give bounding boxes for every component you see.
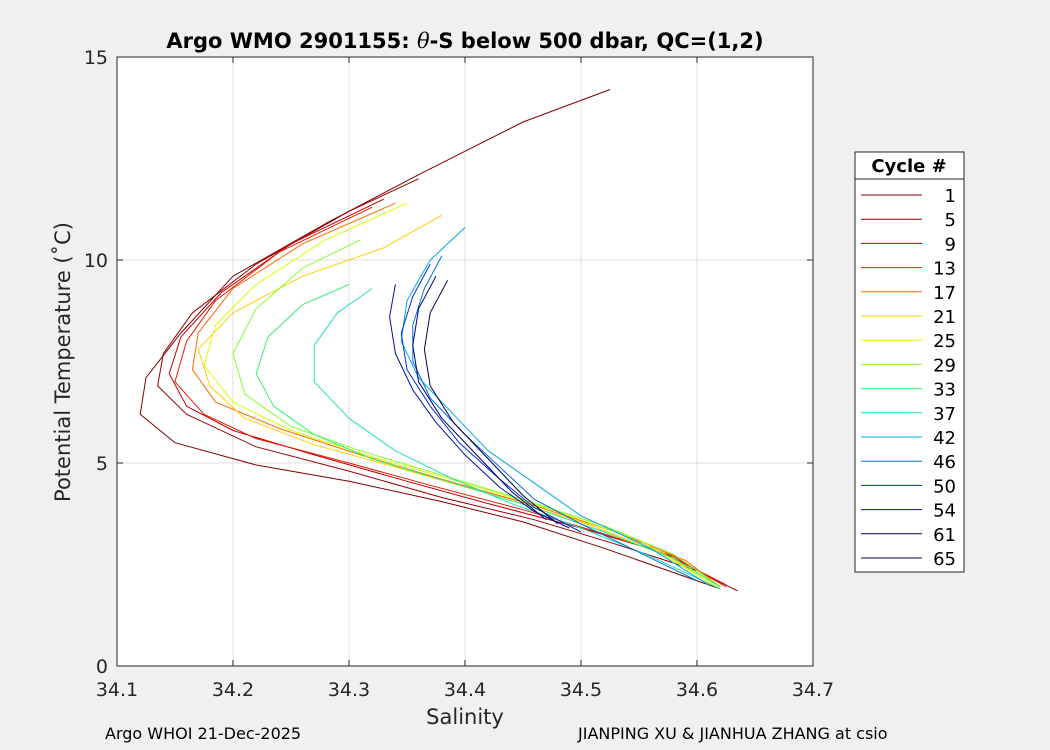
legend-label-cycle-25: 25 bbox=[933, 331, 956, 352]
legend-label-cycle-21: 21 bbox=[933, 307, 956, 328]
legend-label-cycle-50: 50 bbox=[933, 476, 956, 497]
grid bbox=[117, 57, 813, 666]
x-tick-label: 34.7 bbox=[792, 679, 834, 701]
chart-title: Argo WMO 2901155: θ-S below 500 dbar, QC… bbox=[166, 29, 763, 53]
legend-label-cycle-13: 13 bbox=[933, 259, 956, 280]
legend-label-cycle-54: 54 bbox=[933, 501, 956, 522]
legend-label-cycle-17: 17 bbox=[933, 283, 956, 304]
series-line-cycle-33 bbox=[255, 283, 721, 588]
legend-label-cycle-29: 29 bbox=[933, 355, 956, 376]
title-theta: θ bbox=[417, 29, 430, 53]
legend-label-cycle-5: 5 bbox=[945, 210, 956, 231]
legend-label-cycle-1: 1 bbox=[945, 186, 956, 207]
series-line-cycle-1 bbox=[139, 89, 721, 590]
legend-label-cycle-37: 37 bbox=[933, 404, 956, 425]
legend-label-cycle-65: 65 bbox=[933, 549, 956, 570]
series-line-cycle-13 bbox=[174, 206, 727, 588]
tick-labels: 34.1 34.2 34.3 34.4 34.5 34.6 34.7 0 5 10 15 bbox=[84, 47, 834, 701]
x-tick-label: 34.5 bbox=[560, 679, 602, 701]
legend: Cycle # 1 5 9 13 17 21 25 29 33 37 42 46 50 54 61 65 bbox=[854, 151, 965, 573]
legend-label-cycle-9: 9 bbox=[945, 234, 956, 255]
series-line-cycle-25 bbox=[203, 202, 721, 590]
series-line-cycle-5 bbox=[157, 178, 738, 592]
footer-left-text: Argo WHOI 21-Dec-2025 bbox=[105, 724, 302, 743]
legend-title: Cycle # bbox=[871, 156, 946, 177]
x-tick-label: 34.3 bbox=[328, 679, 370, 701]
y-tick-label: 10 bbox=[84, 250, 108, 272]
y-tick-label: 5 bbox=[96, 453, 108, 475]
legend-label-cycle-61: 61 bbox=[933, 525, 956, 546]
title-suffix: -S below 500 dbar, QC=(1,2) bbox=[430, 29, 764, 53]
legend-label-cycle-46: 46 bbox=[933, 452, 956, 473]
y-tick-label: 0 bbox=[96, 656, 108, 678]
y-tick-label: 15 bbox=[84, 47, 108, 69]
x-axis-label: Salinity bbox=[426, 705, 504, 729]
series-line-cycle-54 bbox=[389, 284, 570, 529]
series-line-cycle-65 bbox=[423, 280, 559, 525]
x-tick-label: 34.2 bbox=[212, 679, 254, 701]
x-tick-label: 34.4 bbox=[444, 679, 486, 701]
series-line-cycle-42 bbox=[400, 227, 709, 586]
series-line-cycle-21 bbox=[197, 214, 721, 590]
footer-right-text: JIANPING XU & JIANHUA ZHANG at csio bbox=[578, 724, 888, 743]
series-line-cycle-37 bbox=[313, 287, 721, 590]
legend-box bbox=[854, 151, 965, 573]
series-line-cycle-61 bbox=[412, 275, 547, 521]
series-line-cycle-50 bbox=[400, 263, 582, 533]
legend-label-cycle-42: 42 bbox=[933, 428, 956, 449]
x-tick-label: 34.6 bbox=[676, 679, 718, 701]
title-prefix: Argo WMO 2901155: bbox=[166, 29, 417, 53]
series-line-cycle-29 bbox=[232, 239, 721, 588]
series-group bbox=[139, 89, 738, 592]
legend-label-cycle-33: 33 bbox=[933, 380, 956, 401]
x-tick-label: 34.1 bbox=[96, 679, 138, 701]
y-axis-label: Potential Temperature (˚C) bbox=[51, 222, 75, 502]
